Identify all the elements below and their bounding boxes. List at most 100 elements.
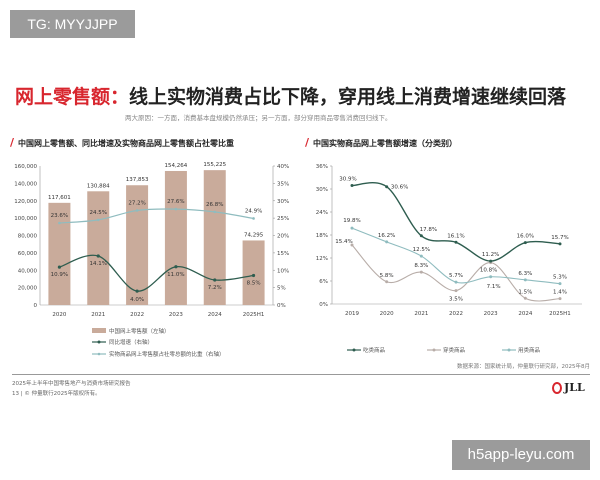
- legend-share-marker: [97, 352, 101, 356]
- y-tick-label: 12%: [316, 256, 328, 262]
- slash-icon: /: [10, 136, 15, 149]
- right-tick-label: 0%: [277, 303, 286, 309]
- share-point: [96, 218, 100, 222]
- watermark-bottom: h5app-leyu.com: [452, 440, 590, 470]
- right-tick-label: 35%: [277, 181, 289, 187]
- growth-line: [59, 254, 254, 292]
- series-label: 5.7%: [449, 273, 463, 279]
- bar: [87, 191, 110, 305]
- legend-label: 穿类商品: [443, 346, 466, 354]
- share-label: 24.5%: [90, 210, 107, 216]
- chart2-svg: 0% 6% 12% 18% 24% 30% 36% 2019 2020 2021 2022 2023 2…: [316, 164, 582, 354]
- series-label: 5.8%: [380, 273, 394, 279]
- x-tick-label: 2021: [414, 311, 428, 317]
- left-tick-label: 140,000: [14, 181, 37, 187]
- series-point: [350, 243, 354, 247]
- jll-logo: JLL: [552, 381, 585, 394]
- series-label: 3.5%: [449, 297, 463, 303]
- right-tick-label: 25%: [277, 216, 289, 222]
- series-point: [350, 184, 354, 188]
- subtitle: 两大原因：一方面，消费基本盘规模仍然承压；另一方面，部分穿用商品零售消费回归线下…: [125, 114, 392, 122]
- share-line: [59, 208, 254, 224]
- growth-label: 7.2%: [208, 285, 222, 291]
- legend-label: 同比增速（右轴）: [109, 338, 153, 346]
- growth-point: [135, 289, 139, 293]
- legend-marker: [352, 348, 356, 352]
- jll-logo-icon: [552, 382, 562, 394]
- x-tick-label: 2019: [345, 311, 359, 317]
- x-tick-label: 2024: [518, 311, 532, 317]
- left-tick-label: 120,000: [14, 199, 37, 205]
- series-label: 15.7%: [551, 235, 568, 241]
- bar-value-label: 117,601: [48, 195, 71, 201]
- slash-icon: /: [305, 136, 310, 149]
- share-point: [58, 221, 61, 225]
- bar-value-label: 130,884: [87, 183, 110, 189]
- growth-point: [96, 254, 100, 258]
- series-point: [558, 282, 562, 286]
- share-label: 27.6%: [167, 199, 184, 205]
- x-tick-label: 2022: [449, 311, 463, 317]
- growth-label: 14.1%: [90, 261, 107, 267]
- left-tick-label: 80,000: [18, 234, 38, 240]
- chart1-svg: 0 20,000 40,000 60,000 80,000 100,000 120,000 1…: [14, 162, 289, 358]
- divider: [12, 374, 590, 375]
- growth-point: [57, 265, 62, 269]
- series-point: [454, 240, 458, 244]
- growth-label: 4.0%: [130, 297, 144, 303]
- chart2-header: / 中国实物商品网上零售额增速（分类别）: [305, 136, 457, 149]
- bar: [242, 240, 265, 305]
- x-tick-label: 2023: [169, 312, 183, 318]
- title-highlight: 网上零售额：: [15, 86, 130, 108]
- right-tick-label: 5%: [277, 286, 286, 292]
- legend-bar-swatch: [92, 328, 106, 333]
- chart1-header: / 中国网上零售额、同比增速及实物商品网上零售额占社零比重: [10, 136, 234, 149]
- logo-text: JLL: [564, 381, 585, 394]
- footer-report-name: 2025年上半年中国零售地产与消费市场研究报告: [12, 381, 131, 387]
- growth-point: [174, 265, 178, 269]
- y-tick-label: 18%: [316, 233, 328, 239]
- share-label: 24.9%: [245, 208, 262, 214]
- right-tick-label: 10%: [277, 268, 289, 274]
- series-point: [523, 241, 527, 245]
- series-label: 7.1%: [487, 284, 501, 290]
- bar-value-label: 155,225: [203, 162, 226, 168]
- legend-growth-marker: [97, 340, 101, 344]
- series-label: 15.4%: [335, 239, 352, 245]
- series-point: [558, 242, 562, 246]
- title-main: 线上实物消费占比下降，穿用线上消费增速继续回落: [129, 86, 567, 108]
- legend-label: 中国网上零售额（左轴）: [109, 327, 170, 335]
- bar-value-label: 137,853: [126, 177, 149, 183]
- legend-marker: [507, 348, 511, 352]
- growth-point: [251, 273, 256, 278]
- series-label: 11.2%: [482, 252, 499, 258]
- series-label: 17.8%: [420, 227, 437, 233]
- right-tick-label: 30%: [277, 199, 289, 205]
- right-tick-label: 20%: [277, 234, 289, 240]
- legend-label: 用类商品: [518, 346, 541, 354]
- growth-label: 8.5%: [247, 280, 261, 286]
- chart2-title: 中国实物商品网上零售额增速（分类别）: [313, 139, 458, 148]
- watermark-top: TG: MYYJJPP: [10, 10, 135, 38]
- x-tick-label: 2024: [208, 312, 222, 318]
- legend-label: 吃类商品: [363, 346, 386, 354]
- series-label: 16.1%: [447, 233, 464, 239]
- series-point: [350, 226, 354, 230]
- x-tick-label: 2021: [91, 312, 105, 318]
- x-tick-label: 2023: [484, 311, 498, 317]
- series-label: 19.8%: [343, 218, 360, 224]
- bar-value-label: 74,295: [244, 232, 264, 238]
- series-label: 1.4%: [553, 290, 567, 296]
- share-label: 27.2%: [128, 200, 145, 206]
- growth-label: 11.0%: [167, 272, 184, 278]
- series-point: [385, 240, 389, 244]
- growth-label: 10.9%: [51, 272, 68, 278]
- series-point: [489, 259, 493, 263]
- right-tick-label: 15%: [277, 251, 289, 257]
- series-label: 30.6%: [391, 185, 408, 191]
- growth-point: [213, 278, 217, 282]
- bar: [126, 185, 149, 305]
- legend-label: 实物商品网上零售额占社零总额的比重（右轴）: [109, 350, 225, 358]
- left-tick-label: 40,000: [18, 268, 38, 274]
